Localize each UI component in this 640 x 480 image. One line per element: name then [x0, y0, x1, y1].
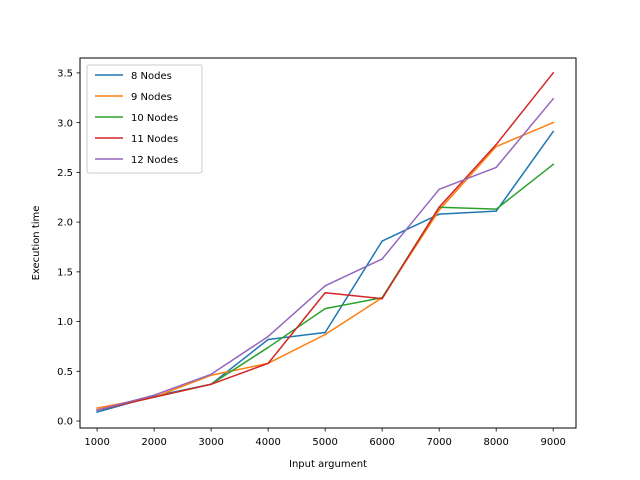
legend-label: 8 Nodes — [131, 71, 172, 82]
data-point — [153, 394, 155, 396]
data-point — [96, 407, 98, 409]
plot-frame — [79, 57, 577, 429]
data-point — [381, 258, 383, 260]
data-point — [96, 409, 98, 411]
legend-label: 9 Nodes — [131, 92, 172, 103]
y-axis: 0.0 0.5 1.0 1.5 2.0 2.5 3.0 3.5 — [57, 69, 80, 428]
x-tick-label: 9000 — [540, 437, 565, 448]
data-point — [267, 346, 269, 349]
data-point — [552, 130, 554, 133]
legend-label: 11 Nodes — [131, 134, 178, 145]
legend: 8 Nodes 9 Nodes 10 Nodes 11 Nodes 12 Nodes — [86, 64, 203, 174]
x-tick-label: 5000 — [312, 437, 337, 448]
x-tick-label: 4000 — [255, 437, 280, 448]
data-point — [552, 121, 554, 124]
data-point — [324, 307, 326, 310]
data-point — [267, 335, 269, 338]
x-axis-label: Input argument — [289, 459, 367, 470]
y-tick-label: 3.5 — [57, 69, 73, 80]
data-point — [324, 291, 326, 294]
data-point — [267, 338, 269, 341]
data-point — [552, 163, 554, 166]
legend-label: 10 Nodes — [131, 113, 178, 124]
y-tick-label: 1.0 — [57, 317, 73, 328]
data-point — [552, 72, 554, 74]
data-point — [438, 188, 440, 191]
data-point — [495, 166, 497, 169]
data-point — [495, 210, 497, 212]
data-point — [552, 98, 554, 100]
data-point — [324, 285, 326, 287]
data-point — [438, 213, 440, 215]
x-tick-label: 6000 — [369, 437, 394, 448]
data-point — [210, 373, 212, 376]
data-point — [267, 362, 269, 365]
data-point — [324, 331, 326, 334]
data-point — [381, 240, 383, 242]
y-tick-label: 0.5 — [57, 367, 73, 378]
data-point — [495, 208, 497, 210]
y-tick-label: 3.0 — [57, 118, 73, 129]
data-point — [324, 333, 326, 336]
data-point — [381, 297, 383, 300]
x-tick-label: 2000 — [141, 437, 166, 448]
data-point — [96, 411, 98, 413]
data-point — [495, 145, 497, 148]
legend-label: 12 Nodes — [131, 155, 178, 166]
data-point — [438, 209, 440, 211]
y-tick-label: 2.5 — [57, 168, 73, 179]
x-tick-label: 1000 — [84, 437, 109, 448]
x-tick-label: 8000 — [483, 437, 508, 448]
x-axis: 1000 2000 3000 4000 5000 6000 7000 8000 9000 — [84, 428, 566, 448]
y-axis-label: Execution time — [31, 206, 42, 281]
legend-box — [86, 64, 203, 174]
data-point — [438, 206, 440, 208]
y-tick-label: 2.0 — [57, 218, 73, 229]
y-tick-label: 1.5 — [57, 267, 73, 278]
data-point — [495, 143, 497, 146]
data-point — [210, 383, 212, 385]
y-tick-label: 0.0 — [57, 417, 73, 428]
x-tick-label: 7000 — [426, 437, 451, 448]
data-point — [153, 396, 155, 398]
series-layer — [96, 71, 555, 414]
x-tick-label: 3000 — [198, 437, 223, 448]
